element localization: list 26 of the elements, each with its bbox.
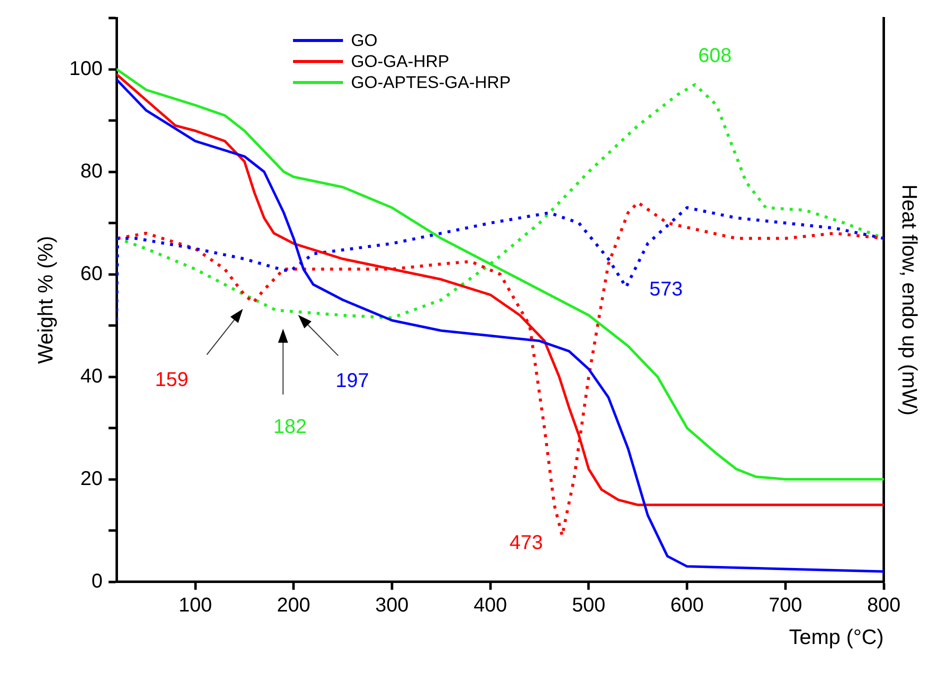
legend-label: GO-GA-HRP: [351, 52, 450, 72]
x-tick-label: 100: [178, 594, 212, 616]
annotation: 159: [155, 369, 188, 392]
x-tick-label: 500: [572, 594, 606, 616]
annotation: 473: [509, 532, 543, 554]
legend-label: GO: [351, 30, 378, 50]
x-tick-label: 300: [375, 594, 409, 616]
x-tick-label: 700: [768, 594, 802, 616]
annotation: 182: [273, 416, 307, 438]
y-tick-label: 60: [80, 262, 103, 285]
annotation: 197: [336, 370, 369, 392]
y-tick-label: 40: [80, 365, 103, 388]
y-axis-title: Weight % (%): [34, 236, 58, 364]
y-tick-label: 80: [80, 160, 103, 182]
y-tick-label: 0: [91, 570, 103, 592]
x-tick-label: 800: [867, 594, 900, 616]
x-tick-label: 600: [670, 594, 704, 616]
y2-axis-title: Heat flow, endo up (mW): [898, 184, 921, 416]
annotation: 573: [649, 278, 683, 301]
legend-label: GO-APTES-GA-HRP: [351, 72, 511, 92]
x-tick-label: 400: [474, 594, 508, 616]
x-axis-title: Temp (°C): [789, 626, 884, 650]
x-tick-label: 200: [276, 594, 310, 616]
y-tick-label: 100: [69, 58, 103, 80]
annotation: 608: [698, 45, 732, 68]
y-tick-label: 20: [80, 468, 103, 490]
